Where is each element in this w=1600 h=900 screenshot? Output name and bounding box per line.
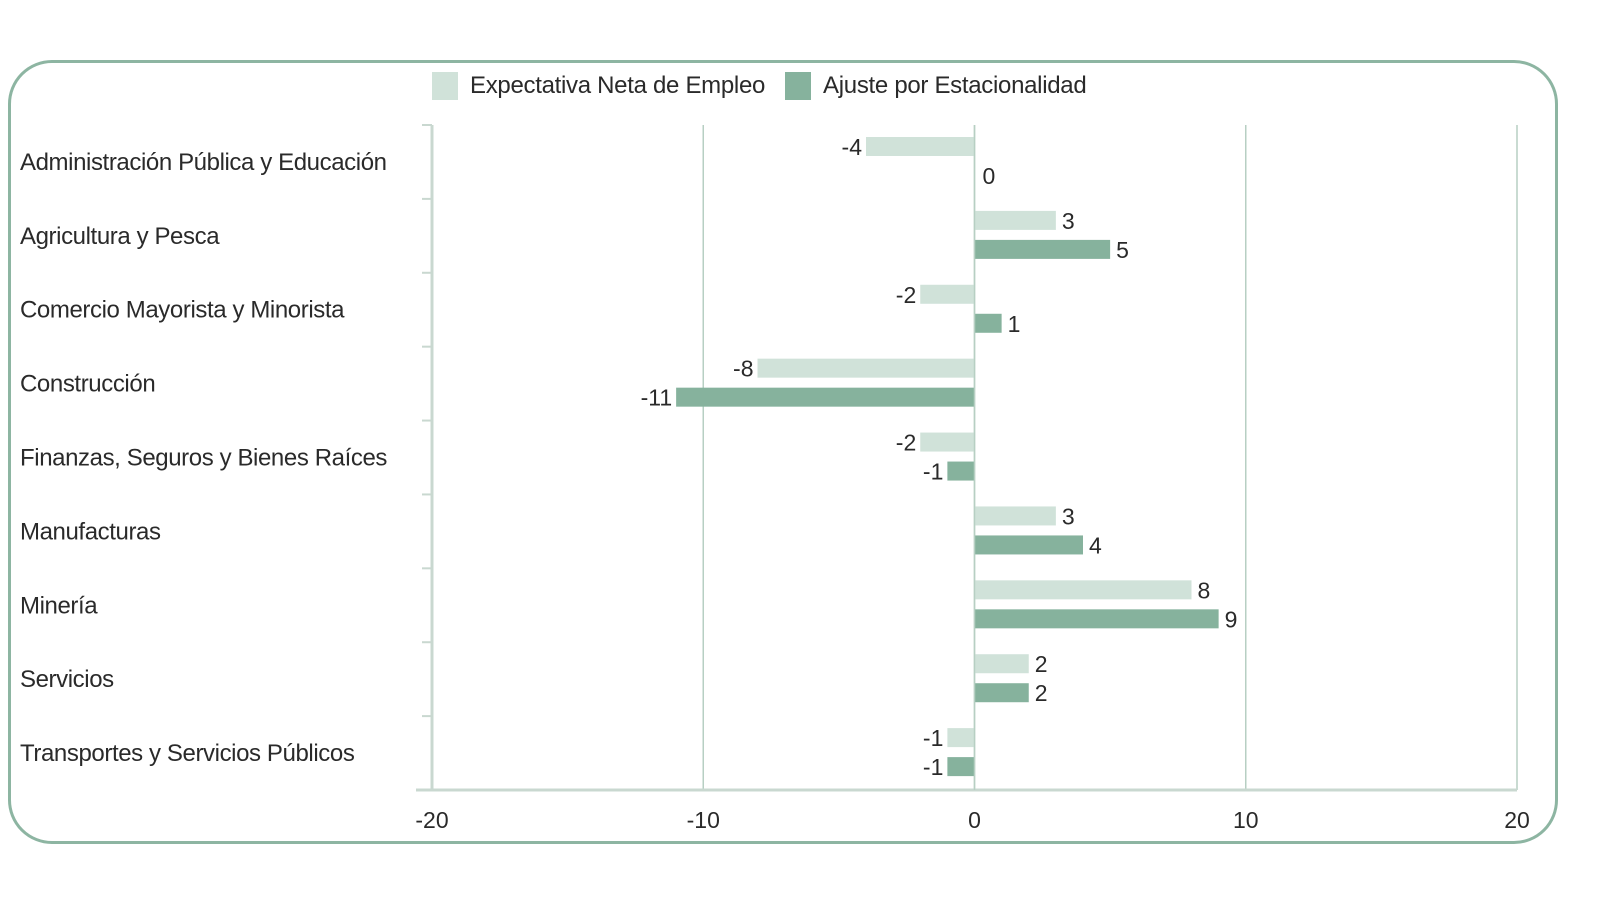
data-label: -1 bbox=[923, 754, 943, 780]
category-label: Construcción bbox=[20, 371, 155, 398]
legend-swatch-ajuste bbox=[785, 72, 812, 100]
data-label: 4 bbox=[1089, 532, 1102, 558]
bar-ajuste bbox=[676, 387, 975, 407]
category-label: Comercio Mayorista y Minorista bbox=[20, 297, 345, 324]
bar-expectativa bbox=[974, 654, 1029, 674]
data-label: 2 bbox=[1035, 680, 1048, 706]
x-tick-label: 0 bbox=[968, 807, 981, 833]
bar-expectativa bbox=[757, 358, 975, 378]
category-label: Manufacturas bbox=[20, 518, 161, 545]
bar-expectativa bbox=[974, 580, 1192, 600]
data-label: -1 bbox=[923, 459, 943, 485]
data-label: 9 bbox=[1225, 606, 1238, 632]
category-label: Administración Pública y Educación bbox=[20, 149, 387, 176]
category-label: Agricultura y Pesca bbox=[20, 223, 220, 250]
category-label: Minería bbox=[20, 592, 98, 619]
legend-item-expectativa: Expectativa Neta de Empleo bbox=[432, 72, 765, 100]
bar-ajuste bbox=[974, 313, 1002, 333]
data-label: 8 bbox=[1198, 577, 1211, 603]
bar-ajuste bbox=[974, 609, 1219, 629]
data-label: 5 bbox=[1116, 237, 1129, 263]
bar-ajuste bbox=[947, 461, 975, 481]
data-label: -8 bbox=[733, 356, 753, 382]
data-label: -11 bbox=[641, 385, 673, 411]
data-label: 2 bbox=[1035, 651, 1048, 677]
bar-ajuste bbox=[974, 239, 1111, 259]
data-label: -1 bbox=[923, 725, 943, 751]
x-tick-label: 20 bbox=[1504, 807, 1530, 833]
bar-expectativa bbox=[920, 284, 975, 304]
bar-ajuste bbox=[947, 757, 975, 777]
x-tick-label: 10 bbox=[1233, 807, 1259, 833]
bar-ajuste bbox=[974, 535, 1083, 555]
legend-label-expectativa: Expectativa Neta de Empleo bbox=[470, 72, 766, 99]
bar-expectativa bbox=[920, 432, 975, 452]
legend-item-ajuste: Ajuste por Estacionalidad bbox=[785, 72, 1087, 100]
data-label: 3 bbox=[1062, 503, 1075, 529]
data-label: -2 bbox=[896, 430, 916, 456]
x-tick-label: -10 bbox=[687, 807, 720, 833]
legend-swatch-expectativa bbox=[432, 72, 458, 100]
data-label: 1 bbox=[1008, 311, 1021, 337]
category-label: Servicios bbox=[20, 666, 114, 693]
bar-expectativa bbox=[974, 506, 1056, 526]
legend: Expectativa Neta de Empleo Ajuste por Es… bbox=[432, 70, 1106, 102]
data-label: -4 bbox=[842, 134, 863, 160]
category-label: Finanzas, Seguros y Bienes Raíces bbox=[20, 445, 387, 472]
chart-frame bbox=[8, 60, 1558, 844]
data-label: -2 bbox=[896, 282, 916, 308]
bar-expectativa bbox=[947, 728, 975, 748]
legend-label-ajuste: Ajuste por Estacionalidad bbox=[823, 72, 1087, 99]
bar-ajuste bbox=[974, 683, 1029, 703]
category-label: Transportes y Servicios Públicos bbox=[20, 740, 355, 767]
bar-expectativa bbox=[866, 137, 975, 156]
data-label: 3 bbox=[1062, 208, 1075, 234]
x-tick-label: -20 bbox=[415, 807, 448, 833]
data-label: 0 bbox=[983, 163, 996, 189]
bar-expectativa bbox=[974, 210, 1056, 230]
